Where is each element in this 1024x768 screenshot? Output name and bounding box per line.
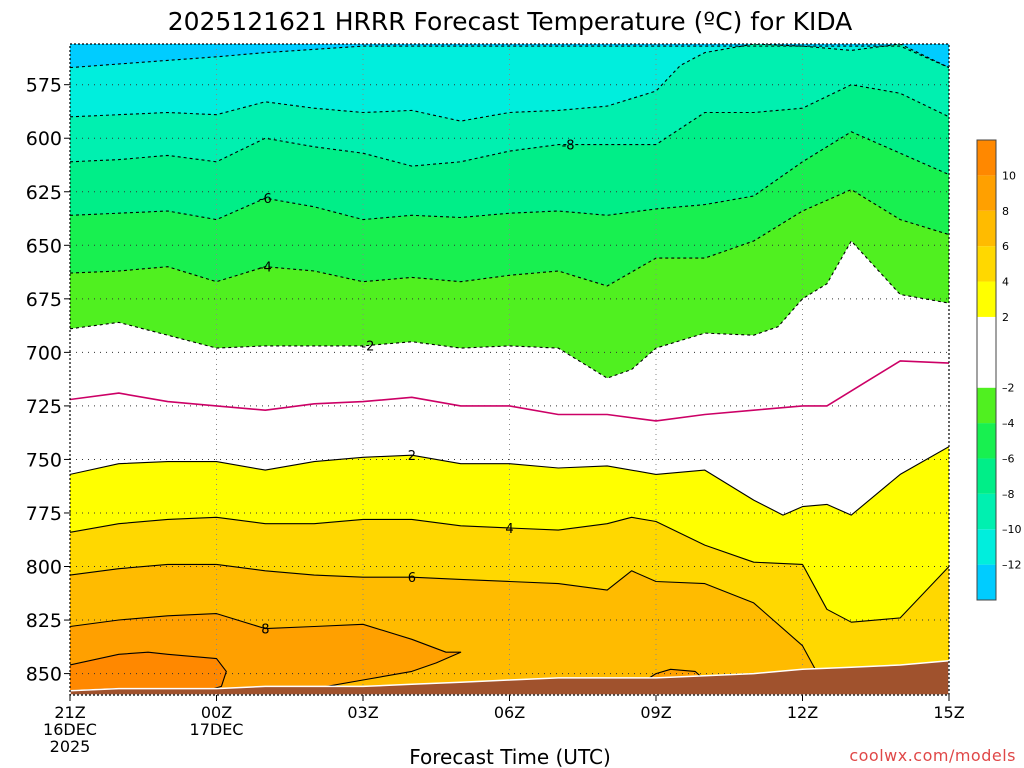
x-axis-label: Forecast Time (UTC) — [409, 745, 611, 768]
x-tick-label: 15Z — [933, 703, 964, 722]
colorbar-label: 4 — [1002, 276, 1009, 289]
contour-label: 8 — [261, 623, 269, 638]
contour-label: -8 — [562, 139, 575, 154]
colorbar-label: –4 — [1002, 417, 1015, 430]
colorbar-band — [977, 423, 996, 459]
colorbar-label: –8 — [1002, 488, 1015, 501]
colorbar-label: 6 — [1002, 240, 1009, 253]
isotherm-line-4 — [70, 516, 949, 623]
contour-labels: -8 -6 -4 -2 2 4 6 8 — [259, 139, 575, 638]
y-tick-label: 700 — [26, 342, 62, 364]
y-tick-label: 675 — [26, 289, 62, 311]
x-tick-label: 21Z — [54, 703, 85, 722]
colorbar-label: –10 — [1002, 523, 1022, 536]
x-tick-label: 12Z — [787, 703, 818, 722]
contour-label: 6 — [408, 571, 416, 586]
colorbar-band — [977, 175, 996, 211]
ground-area — [70, 659, 949, 695]
y-tick-label: 850 — [26, 664, 62, 686]
ground-surface — [70, 659, 949, 695]
contour-label: 4 — [505, 522, 513, 537]
colorbar-band — [977, 529, 996, 565]
isotherm-line--12 — [70, 45, 949, 69]
plot-area — [70, 44, 949, 695]
y-tick-label: 825 — [26, 610, 62, 632]
colorbar-band — [977, 316, 996, 388]
colorbar-frame — [976, 139, 997, 601]
colorbar-band — [977, 564, 996, 600]
x-tick-label: 09Z — [640, 703, 671, 722]
colorbar-band — [977, 281, 996, 317]
colorbar-band — [977, 493, 996, 530]
isotherm-line--6 — [70, 131, 949, 221]
y-axis: 575 600 625 650 675 700 725 750 775 800 825 850 — [26, 75, 70, 686]
isotherm-line--8 — [70, 84, 949, 167]
contour-label: 2 — [408, 449, 416, 464]
x-tick-label: 00Z — [201, 703, 232, 722]
y-tick-label: 725 — [26, 396, 62, 418]
contour-label: -2 — [361, 340, 374, 355]
colorbar-label: –12 — [1002, 559, 1022, 572]
x-tick-label: 06Z — [494, 703, 525, 722]
colorbar-label: 2 — [1002, 311, 1009, 324]
y-tick-label: 775 — [26, 503, 62, 525]
colorbar: 10 8 6 4 2 –2 –4 –6 –8 –10 –12 — [976, 139, 1022, 601]
colorbar-label: 10 — [1002, 169, 1016, 182]
fill-band-10 — [70, 652, 227, 691]
contour-label: -4 — [259, 261, 272, 276]
colorbar-label: –6 — [1002, 452, 1015, 465]
x-tick-label: 16DEC — [43, 720, 97, 739]
colorbar-band — [977, 246, 996, 282]
isotherm-line--4 — [70, 189, 949, 287]
colorbar-band — [977, 458, 996, 494]
y-tick-label: 625 — [26, 182, 62, 204]
chart-title: 2025121621 HRRR Forecast Temperature (ºC… — [168, 7, 853, 36]
x-tick-label: 03Z — [347, 703, 378, 722]
x-tick-label: 17DEC — [190, 720, 244, 739]
colorbar-band — [977, 210, 996, 247]
colorbar-band — [977, 387, 996, 424]
colorbar-band — [977, 140, 996, 176]
isotherm-line-2 — [70, 446, 949, 516]
colorbar-label: 8 — [1002, 205, 1009, 218]
isotherm-line-0 — [70, 360, 949, 422]
y-tick-label: 575 — [26, 75, 62, 97]
temperature-fills — [70, 44, 949, 695]
x-tick-label: 2025 — [50, 737, 91, 756]
isotherm-line--10 — [70, 44, 949, 122]
contour-label: -6 — [259, 192, 272, 207]
y-tick-label: 800 — [26, 557, 62, 579]
colorbar-label: –2 — [1002, 382, 1015, 395]
y-tick-label: 650 — [26, 235, 62, 257]
y-tick-label: 600 — [26, 128, 62, 150]
isotherm-line--2 — [70, 240, 949, 379]
watermark: coolwx.com/models — [849, 746, 1016, 765]
y-tick-label: 750 — [26, 449, 62, 471]
